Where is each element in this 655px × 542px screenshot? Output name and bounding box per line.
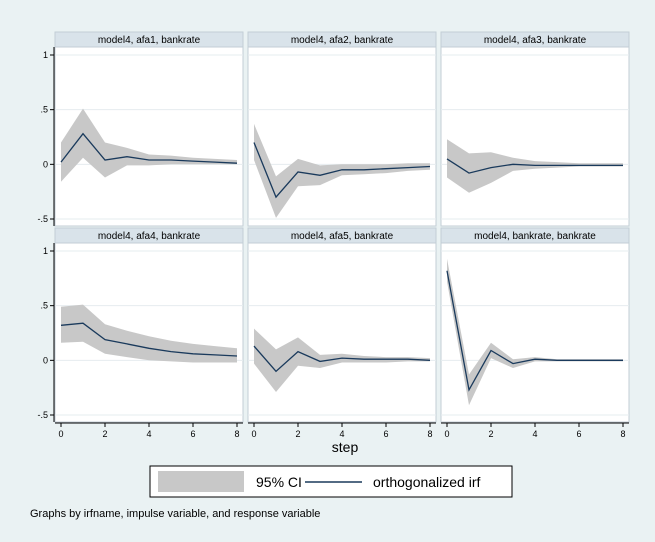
panel-title: model4, afa3, bankrate <box>484 35 587 46</box>
irf-line <box>60 132 238 164</box>
irf-line <box>253 345 431 373</box>
x-tick-label: 0 <box>251 429 256 439</box>
ci-band <box>61 108 237 182</box>
panel-title: model4, afa5, bankrate <box>291 231 394 242</box>
x-tick-label: 2 <box>295 429 300 439</box>
irf-line <box>446 158 623 174</box>
x-tick-label: 6 <box>383 429 388 439</box>
legend-line-label: orthogonalized irf <box>373 474 481 490</box>
x-tick-label: 4 <box>146 429 151 439</box>
panel-1: model4, afa1, bankrate -.5 0 .5 1 <box>37 31 244 227</box>
plot-area <box>440 46 630 227</box>
panel-4: model4, afa4, bankrate -.5 0 .5 1 0 2 4 6 8 <box>37 227 244 439</box>
ci-band <box>254 328 430 392</box>
legend-ci-swatch <box>158 471 244 492</box>
x-tick-label: 6 <box>190 429 195 439</box>
panel-2: model4, afa2, bankrate <box>247 31 437 227</box>
x-tick-label: 6 <box>576 429 581 439</box>
panel-title: model4, afa1, bankrate <box>98 35 201 46</box>
x-tick-label: 2 <box>488 429 493 439</box>
x-tick-label: 4 <box>532 429 537 439</box>
irf-line <box>60 322 238 357</box>
ci-band <box>254 123 430 218</box>
y-tick-label: 0 <box>43 159 48 169</box>
panel-6: model4, bankrate, bankrate 0 2 4 6 8 <box>440 227 630 439</box>
x-tick-label: 8 <box>427 429 432 439</box>
y-tick-label: -.5 <box>37 410 48 420</box>
irf-line <box>446 270 623 392</box>
y-tick-label: .5 <box>40 105 48 115</box>
y-tick-label: .5 <box>40 301 48 311</box>
legend-ci-label: 95% CI <box>256 474 302 490</box>
x-tick-label: 0 <box>444 429 449 439</box>
y-tick-label: 1 <box>43 50 48 60</box>
ci-band <box>61 304 237 363</box>
x-tick-label: 8 <box>620 429 625 439</box>
plot-area <box>247 242 437 423</box>
x-tick-label: 0 <box>58 429 63 439</box>
y-tick-label: 0 <box>43 355 48 365</box>
panel-title: model4, afa2, bankrate <box>291 35 394 46</box>
x-tick-label: 8 <box>234 429 239 439</box>
irf-line <box>253 142 431 199</box>
legend: 95% CI orthogonalized irf <box>149 465 513 498</box>
panel-title: model4, afa4, bankrate <box>98 231 201 242</box>
panel-title: model4, bankrate, bankrate <box>474 231 596 242</box>
x-tick-label: 2 <box>102 429 107 439</box>
y-tick-label: -.5 <box>37 214 48 224</box>
y-tick-label: 1 <box>43 246 48 256</box>
x-axis-title: step <box>332 439 359 455</box>
chart-note: Graphs by irfname, impulse variable, and… <box>30 508 321 520</box>
panel-5: model4, afa5, bankrate 0 2 4 6 8 <box>247 227 437 439</box>
x-tick-label: 4 <box>339 429 344 439</box>
panel-3: model4, afa3, bankrate <box>440 31 630 227</box>
